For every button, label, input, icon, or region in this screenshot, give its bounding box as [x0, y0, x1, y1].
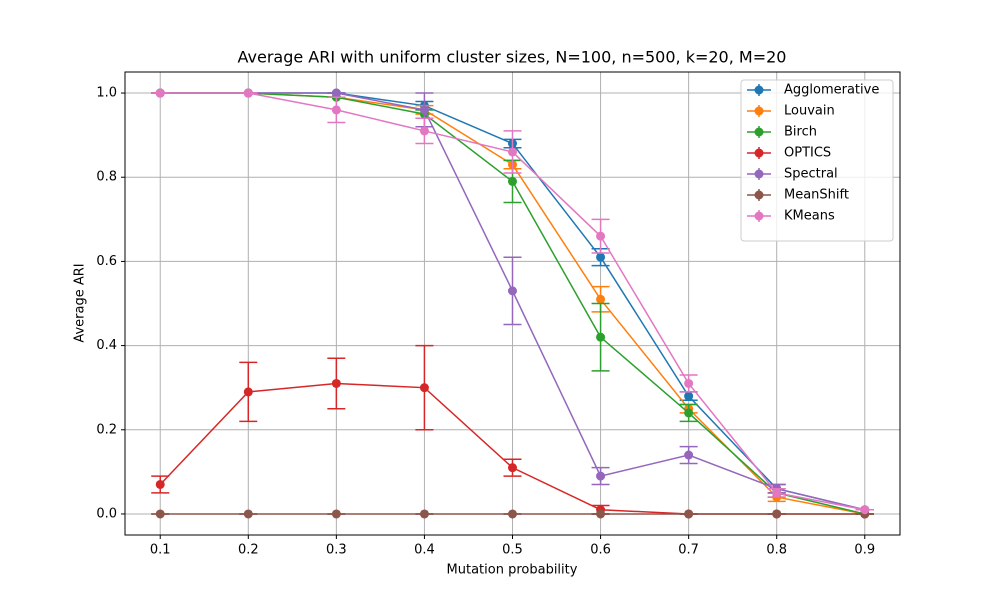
point [684, 509, 694, 519]
legend-marker [754, 85, 764, 95]
plot-frame [124, 71, 901, 536]
y-tick-label: 0.0 [96, 506, 117, 521]
legend-marker [754, 148, 764, 158]
point [508, 286, 517, 296]
x-tick-label: 0.4 [414, 543, 435, 558]
point [596, 509, 606, 519]
point [684, 391, 694, 401]
y-tick-label: 0.2 [96, 422, 117, 437]
x-tick-label: 0.8 [766, 543, 787, 558]
legend-marker [754, 106, 764, 116]
legend-marker [754, 190, 764, 200]
point [331, 378, 341, 388]
point [596, 471, 606, 481]
x-tick-label: 0.9 [854, 543, 875, 558]
legend-label: Spectral [784, 167, 838, 182]
y-axis-label: Average ARI [73, 263, 88, 342]
point [419, 509, 429, 519]
point [596, 252, 606, 262]
point [596, 332, 606, 342]
y-tick-label: 0.8 [96, 170, 117, 185]
x-tick-label: 0.1 [150, 543, 171, 558]
legend-marker [754, 127, 764, 137]
legend-label: KMeans [784, 209, 835, 224]
y-tick-label: 0.6 [96, 254, 117, 269]
point [419, 383, 429, 393]
legend-marker [754, 211, 764, 221]
legend-label: Louvain [784, 104, 835, 119]
point [596, 231, 606, 241]
point [508, 463, 517, 473]
x-tick-label: 0.3 [326, 543, 347, 558]
point [508, 509, 517, 519]
point [243, 509, 253, 519]
point [508, 147, 517, 157]
point [860, 505, 870, 515]
legend-marker [754, 169, 764, 179]
point [772, 509, 782, 519]
point [155, 88, 165, 98]
point [596, 294, 606, 304]
x-axis-label: Mutation probability [447, 563, 578, 578]
point [243, 387, 253, 397]
legend-label: MeanShift [784, 188, 849, 203]
legend-label: Birch [784, 125, 817, 140]
chart-title: Average ARI with uniform cluster sizes, … [238, 48, 787, 67]
legend-label: OPTICS [784, 146, 831, 161]
point [331, 105, 341, 115]
point [684, 408, 694, 418]
legend-box [740, 79, 894, 242]
point [155, 509, 165, 519]
x-tick-label: 0.6 [590, 543, 611, 558]
y-tick-label: 1.0 [96, 86, 117, 101]
point [331, 88, 341, 98]
point [243, 88, 253, 98]
x-tick-label: 0.5 [502, 543, 523, 558]
x-tick-label: 0.2 [238, 543, 259, 558]
point [508, 176, 517, 186]
point [772, 488, 782, 498]
point [684, 378, 694, 388]
point [331, 509, 341, 519]
y-tick-label: 0.4 [96, 338, 117, 353]
point [684, 450, 694, 460]
x-tick-label: 0.7 [678, 543, 699, 558]
legend-label: Agglomerative [784, 83, 879, 98]
point [419, 126, 429, 136]
point [419, 105, 429, 115]
point [155, 479, 165, 489]
